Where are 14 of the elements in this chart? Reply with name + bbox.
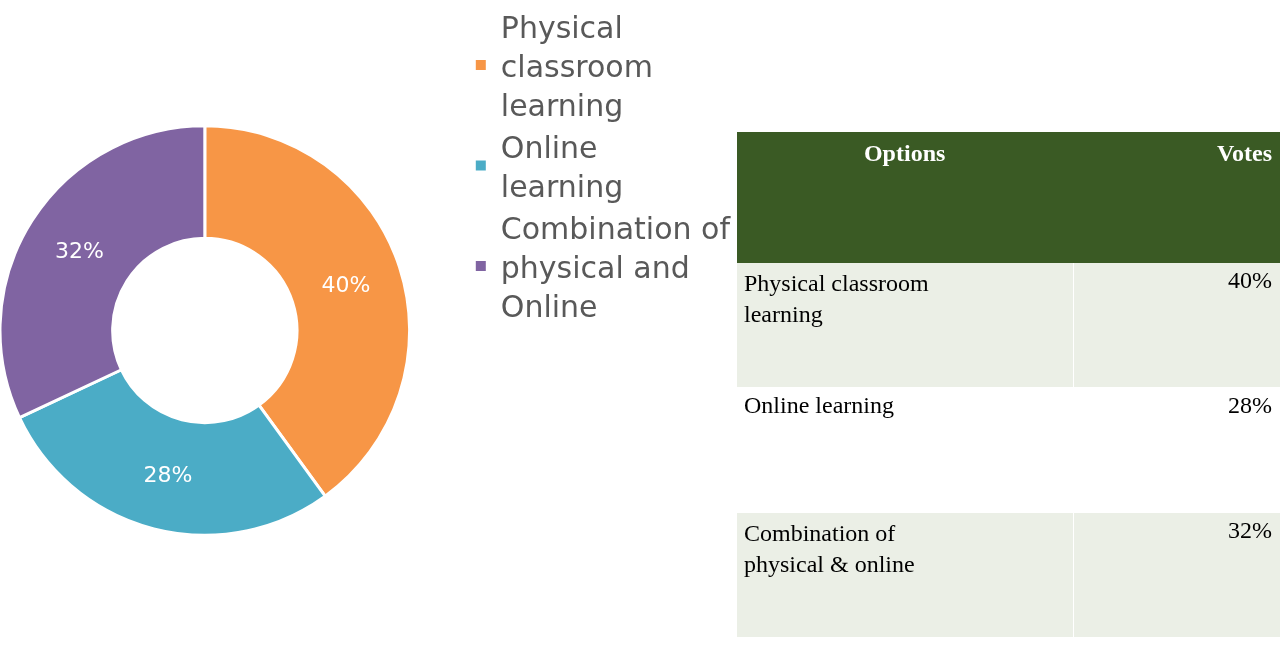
data-label: 40% <box>321 272 371 298</box>
data-label: 28% <box>143 461 193 487</box>
text: Votes <box>1216 140 1272 167</box>
data-label: 32% <box>54 238 104 264</box>
category-label: Physical classroom learning <box>744 270 929 328</box>
legend-label: Combination of physical and Online <box>500 210 732 324</box>
legend-label: Online learning <box>500 129 624 204</box>
text: 32% <box>1228 517 1272 544</box>
text: 28% <box>1228 392 1272 419</box>
text: Options <box>863 140 946 167</box>
category-label: Combination of physical & online <box>744 520 915 578</box>
text: 40% <box>1228 267 1272 294</box>
legend-label: Physical classroom learning <box>500 9 653 123</box>
category-label: Online learning <box>744 392 894 419</box>
